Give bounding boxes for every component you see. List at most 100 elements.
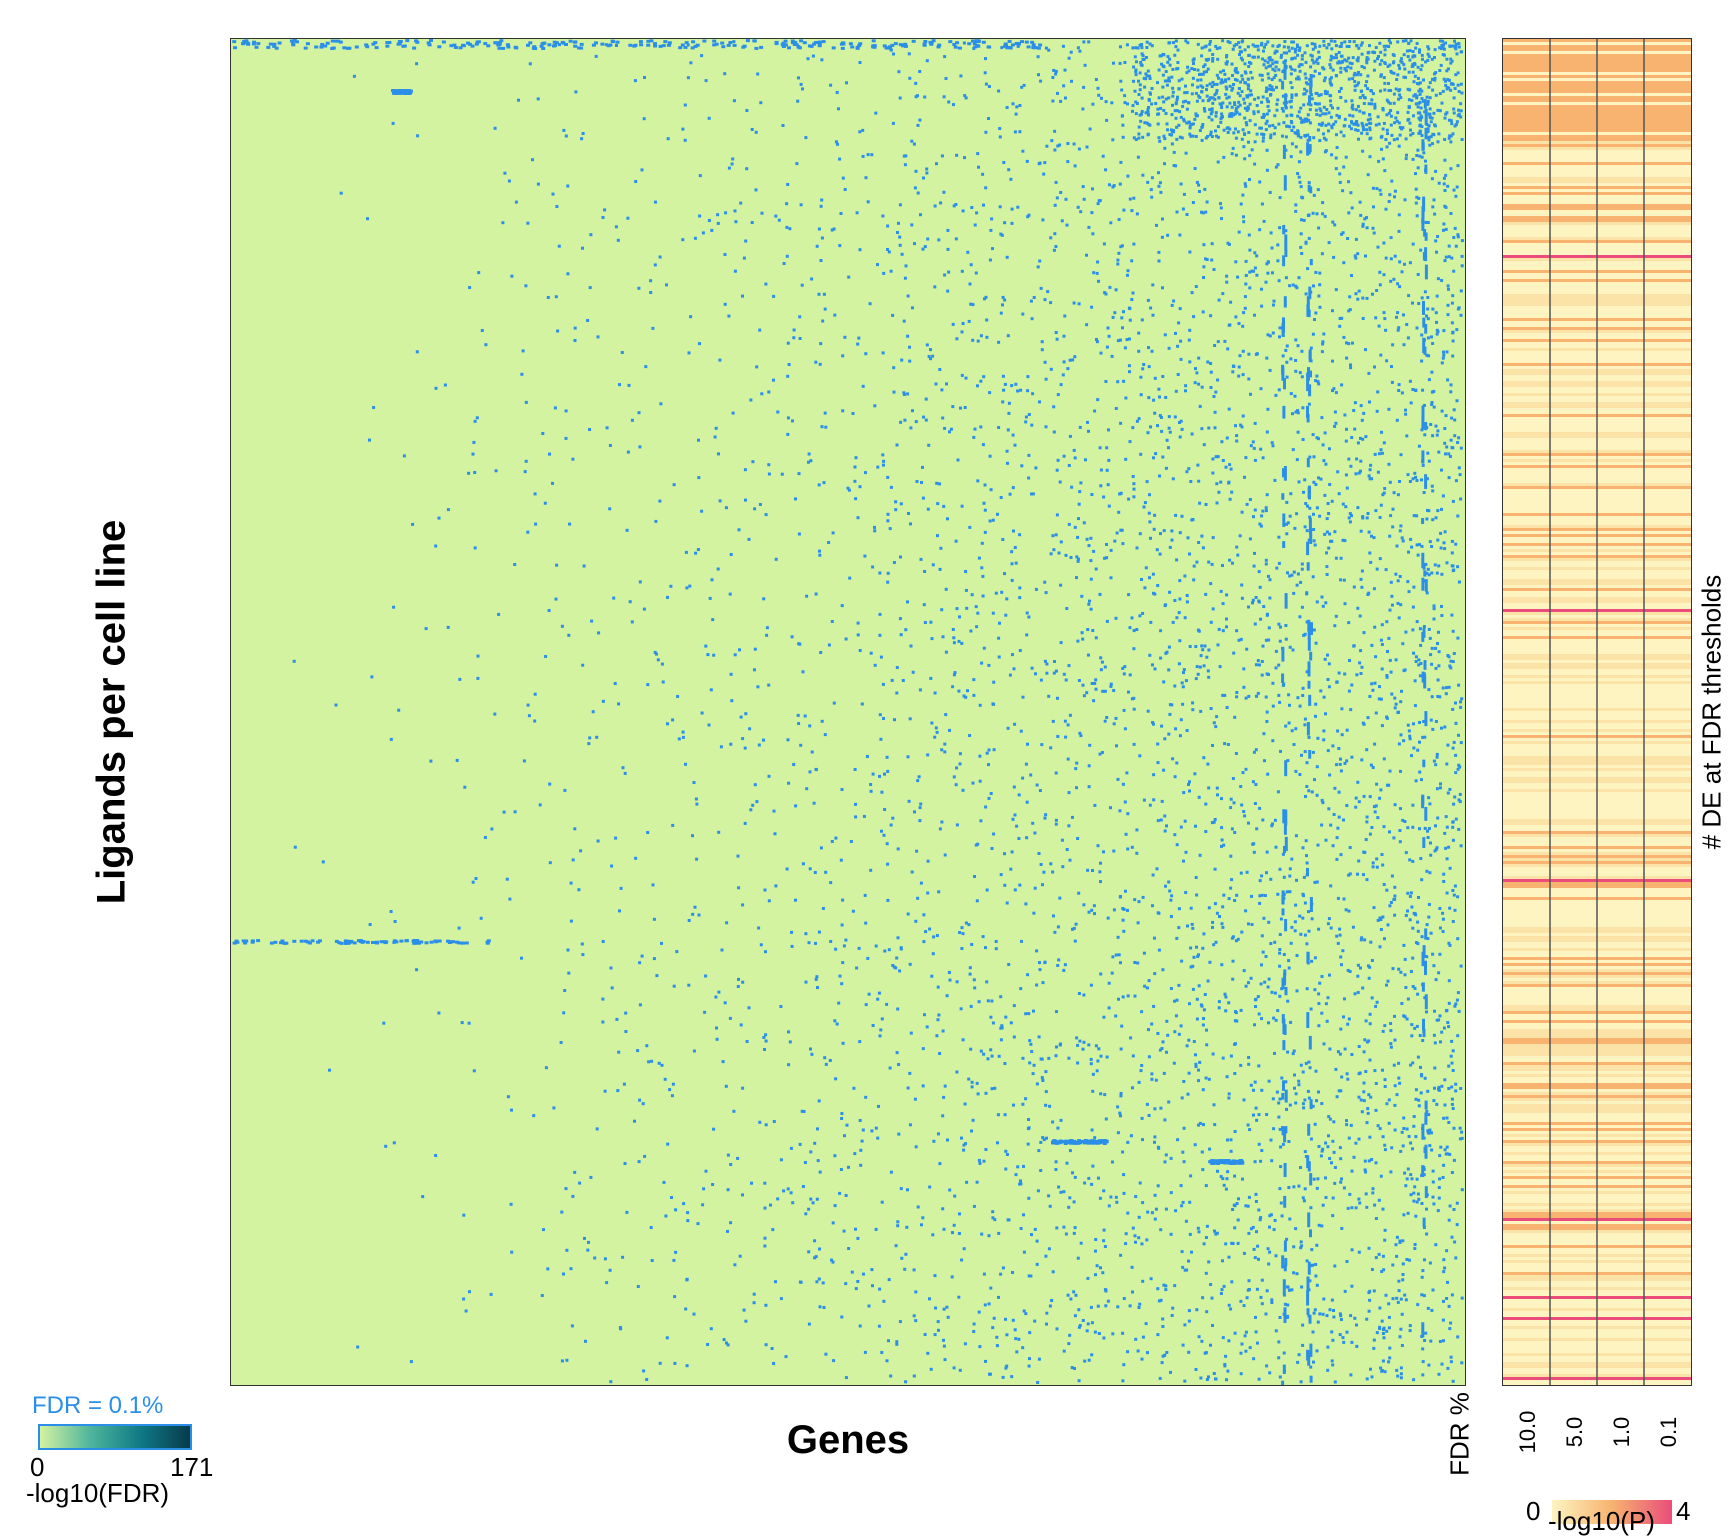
- significant-cell: [1178, 639, 1182, 643]
- significant-cell: [914, 1145, 918, 1149]
- significant-cell: [1310, 959, 1314, 963]
- significant-cell: [1409, 1063, 1413, 1067]
- significant-cell: [1014, 561, 1018, 565]
- significant-cell: [1052, 405, 1056, 409]
- significant-cell: [1122, 929, 1126, 933]
- significant-cell: [733, 269, 737, 273]
- significant-cell: [1313, 880, 1317, 884]
- significant-cell: [1198, 665, 1202, 669]
- significant-cell: [1036, 265, 1040, 269]
- significant-cell: [868, 302, 872, 306]
- significant-cell: [581, 246, 584, 250]
- significant-cell: [1253, 313, 1256, 317]
- significant-cell: [744, 1319, 748, 1323]
- significant-cell: [840, 788, 844, 791]
- significant-cell: [1104, 1117, 1108, 1121]
- significant-cell: [1286, 1314, 1290, 1318]
- significant-cell: [1412, 1124, 1416, 1128]
- significant-cell: [1449, 167, 1453, 171]
- significant-cell: [909, 1031, 913, 1035]
- significant-cell: [1443, 138, 1447, 141]
- significant-cell: [1430, 646, 1434, 650]
- significant-cell: [1443, 189, 1447, 192]
- significant-cell: [1345, 341, 1348, 345]
- significant-cell: [1187, 1309, 1191, 1313]
- significant-cell: [1380, 853, 1384, 856]
- significant-cell: [1385, 715, 1389, 719]
- significant-cell: [1158, 181, 1162, 185]
- significant-cell: [1349, 1373, 1353, 1377]
- significant-cell: [807, 1250, 811, 1254]
- significant-cell: [1361, 437, 1365, 441]
- significant-cell: [1068, 713, 1072, 717]
- significant-cell: [767, 390, 771, 394]
- significant-cell: [797, 76, 800, 80]
- significant-cell: [1387, 200, 1391, 203]
- significant-cell: [1243, 814, 1247, 818]
- significant-cell: [1059, 1042, 1062, 1046]
- significant-cell: [1141, 367, 1145, 371]
- significant-cell: [942, 1344, 946, 1348]
- significant-cell: [954, 539, 958, 543]
- significant-cell: [1259, 617, 1263, 621]
- significant-cell: [1420, 544, 1424, 548]
- significant-cell: [921, 1216, 925, 1220]
- significant-cell: [1341, 1336, 1345, 1340]
- significant-cell: [1096, 202, 1100, 206]
- significant-cell: [758, 328, 762, 332]
- significant-cell: [1382, 441, 1386, 445]
- significant-cell: [1362, 1081, 1366, 1085]
- significant-cell: [1121, 1150, 1125, 1154]
- significant-cell: [906, 392, 910, 396]
- significant-cell: [1366, 74, 1370, 78]
- significant-cell: [1343, 539, 1347, 543]
- significant-cell: [1162, 1283, 1166, 1287]
- significant-cell: [1179, 182, 1183, 186]
- significant-cell: [1448, 1152, 1452, 1156]
- significant-cell: [1150, 1211, 1154, 1215]
- significant-cell: [1090, 211, 1094, 215]
- significant-cell: [1427, 378, 1431, 382]
- significant-cell: [1421, 1347, 1425, 1351]
- significant-cell: [1300, 375, 1304, 379]
- significant-cell: [1373, 681, 1377, 685]
- significant-cell: [1391, 603, 1394, 607]
- significant-cell: [876, 263, 879, 267]
- significant-cell: [1064, 553, 1068, 557]
- significant-cell: [1371, 1187, 1375, 1191]
- significant-cell: [1272, 1127, 1276, 1131]
- significant-cell: [819, 846, 823, 850]
- significant-cell: [1444, 414, 1448, 418]
- significant-cell: [1295, 954, 1299, 957]
- significant-cell: [1233, 1174, 1237, 1178]
- significant-cell: [944, 587, 948, 591]
- significant-cell: [745, 1040, 749, 1043]
- significant-cell: [1314, 641, 1318, 645]
- significant-cell: [1260, 874, 1264, 878]
- significant-cell: [1040, 1057, 1044, 1061]
- significant-cell: [1130, 298, 1134, 301]
- significant-cell: [1437, 1196, 1441, 1200]
- significant-cell: [1455, 185, 1459, 189]
- significant-cell: [1355, 1323, 1358, 1327]
- significant-cell: [1304, 502, 1308, 505]
- significant-cell: [370, 675, 374, 679]
- significant-cell: [1170, 142, 1174, 146]
- significant-cell: [1096, 398, 1100, 402]
- significant-cell: [1347, 457, 1351, 461]
- significant-cell: [866, 153, 870, 157]
- significant-cell: [1419, 643, 1423, 647]
- significant-cell: [1066, 757, 1070, 761]
- significant-cell: [1447, 1218, 1451, 1222]
- significant-cell: [1097, 1332, 1101, 1335]
- significant-cell: [1303, 1098, 1307, 1102]
- significant-cell: [964, 588, 968, 592]
- significant-cell: [694, 551, 698, 555]
- significant-cell: [1096, 86, 1100, 90]
- significant-cell: [1352, 644, 1356, 648]
- significant-cell: [1168, 712, 1172, 716]
- significant-cell: [1198, 190, 1201, 193]
- significant-cell: [1334, 156, 1338, 160]
- significant-cell: [1335, 836, 1339, 840]
- significant-cell: [977, 1000, 981, 1004]
